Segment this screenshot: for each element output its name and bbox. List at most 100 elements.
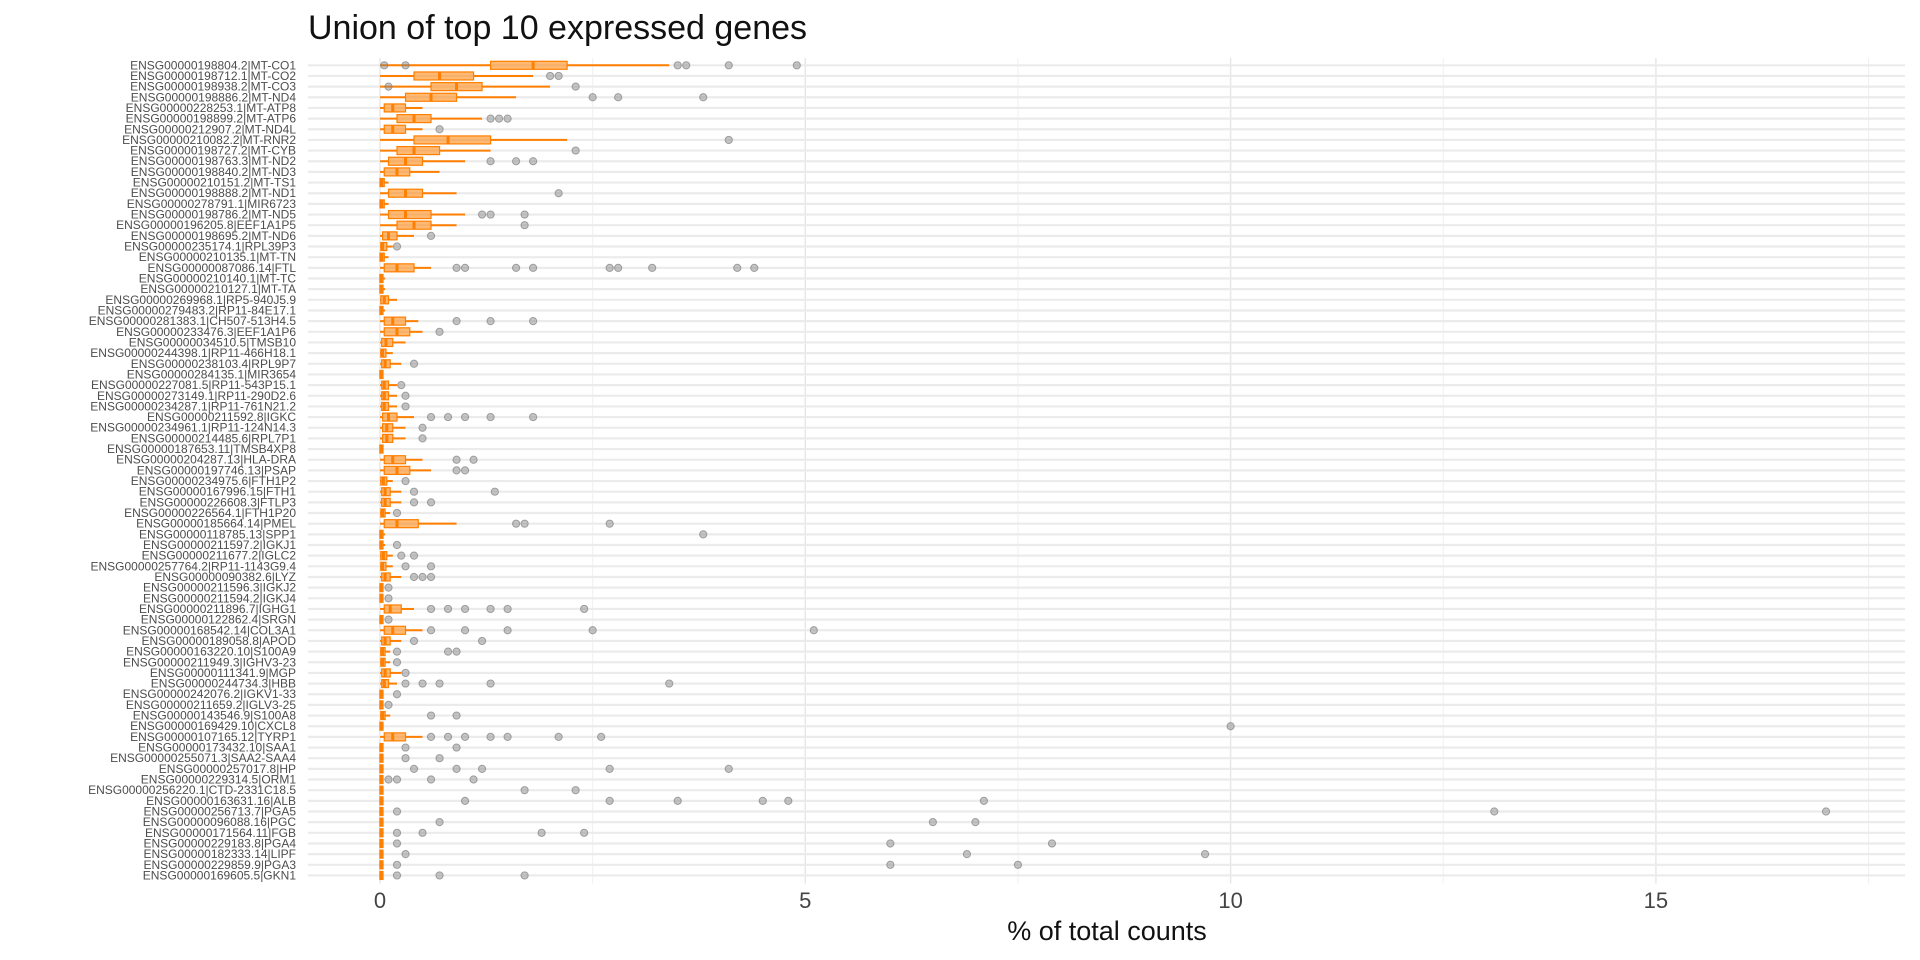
outlier-point: [392, 839, 402, 848]
outlier-point: [392, 775, 402, 784]
outlier-point: [1013, 860, 1023, 869]
box-iqr: [413, 135, 492, 145]
x-tick-label: 5: [799, 888, 811, 913]
y-tick-label: ENSG00000212907.2|MT-ND4L: [124, 122, 296, 136]
outlier-point: [750, 263, 759, 272]
outlier-point: [724, 135, 733, 145]
outlier-point: [503, 604, 512, 614]
outlier-point: [511, 263, 521, 272]
box-iqr: [383, 103, 407, 113]
box-iqr: [383, 124, 407, 134]
outlier-point: [520, 786, 529, 795]
y-tick-label: ENSG00000198840.2|MT-ND3: [131, 165, 297, 179]
y-tick-label: ENSG00000173432.10|SAA1: [138, 741, 296, 755]
outlier-point: [426, 775, 436, 784]
y-tick-label: ENSG00000169605.5|GKN1: [143, 868, 297, 882]
outlier-point: [452, 317, 461, 326]
outlier-point: [979, 796, 989, 805]
y-tick-label: ENSG00000234975.6|FTH1P2: [131, 474, 297, 488]
y-tick-label: ENSG00000255071.3|SAA2-SAA4: [110, 751, 296, 765]
y-tick-label: ENSG00000228253.1|MT-ATP8: [126, 101, 297, 115]
outlier-point: [426, 572, 436, 582]
outlier-point: [452, 263, 461, 272]
outlier-point: [443, 412, 453, 422]
outlier-point: [426, 562, 436, 571]
outlier-point: [392, 540, 402, 550]
outlier-point: [397, 381, 406, 390]
outlier-point: [397, 551, 406, 560]
outlier-point: [392, 658, 402, 667]
y-tick-label: ENSG00000168542.14|COL3A1: [123, 623, 297, 637]
y-tick-label: ENSG00000198727.2|MT-CYB: [130, 144, 296, 158]
outlier-point: [554, 732, 563, 741]
y-tick-label: ENSG00000198763.3|MT-ND2: [131, 154, 297, 168]
outlier-point: [1226, 722, 1235, 731]
outlier-point: [962, 850, 972, 859]
outlier-point: [392, 242, 402, 251]
outlier-point: [682, 61, 691, 70]
y-tick-label: ENSG00000214485.6|RPL7P1: [131, 431, 297, 445]
outlier-point: [384, 583, 393, 592]
outlier-point: [614, 263, 623, 272]
outlier-point: [529, 412, 538, 422]
outlier-point: [486, 679, 495, 688]
y-tick-label: ENSG00000210140.1|MT-TC: [139, 272, 297, 286]
outlier-point: [486, 412, 495, 422]
y-tick-label: ENSG00000198899.2|MT-ATP6: [126, 112, 297, 126]
outlier-point: [452, 647, 461, 656]
outlier-point: [597, 732, 606, 741]
outlier-point: [443, 732, 453, 741]
x-tick-label: 15: [1644, 888, 1668, 913]
outlier-point: [435, 327, 444, 336]
outlier-point: [452, 764, 461, 773]
y-tick-label: ENSG00000111341.9|MGP: [150, 666, 296, 680]
outlier-point: [452, 455, 461, 464]
outlier-point: [401, 476, 410, 486]
outlier-point: [401, 562, 410, 571]
y-tick-label: ENSG00000226564.1|FTH1P20: [124, 506, 296, 520]
box-iqr: [489, 60, 568, 70]
outlier-point: [426, 711, 436, 720]
box-iqr: [383, 263, 415, 273]
outlier-point: [520, 871, 529, 880]
outlier-point: [452, 466, 461, 475]
outlier-point: [511, 157, 521, 166]
outlier-point: [384, 615, 393, 624]
box-iqr: [383, 455, 407, 465]
outlier-point: [460, 263, 470, 272]
outlier-point: [426, 412, 436, 422]
y-tick-label: ENSG00000256220.1|CTD-2331C18.5: [88, 783, 296, 797]
outlier-point: [792, 61, 801, 70]
x-tick-labels: 0 5 10 15: [374, 888, 1668, 913]
outlier-point: [409, 572, 419, 582]
y-tick-label: ENSG00000234287.1|RP11-761N21.2: [90, 399, 296, 413]
outlier-point: [614, 93, 623, 102]
outlier-point: [1047, 839, 1057, 848]
outlier-point: [486, 732, 495, 741]
y-tick-label: ENSG00000210082.2|MT-RNR2: [122, 133, 296, 147]
outlier-point: [401, 668, 410, 678]
outlier-point: [392, 647, 402, 656]
x-axis-label: % of total counts: [1007, 916, 1207, 946]
y-tick-label: ENSG00000143546.9|S100A8: [133, 709, 297, 723]
outlier-point: [401, 402, 410, 411]
box-iqr: [387, 209, 432, 220]
outlier-point: [384, 594, 393, 603]
outlier-point: [486, 210, 495, 219]
outlier-point: [384, 775, 393, 784]
y-tick-label: ENSG00000211677.2|IGLC2: [142, 549, 297, 563]
outlier-point: [418, 572, 427, 582]
y-tick-label: ENSG00000211594.2|IGKJ4: [143, 591, 296, 605]
outlier-point: [809, 626, 818, 635]
outlier-point: [392, 807, 402, 816]
box-iqr: [383, 625, 407, 635]
y-tick-label: ENSG00000242076.2|IGKV1-33: [123, 687, 297, 701]
y-tick-label: ENSG00000198938.2|MT-CO3: [130, 80, 296, 94]
y-tick-label: ENSG00000211949.3|IGHV3-23: [123, 655, 296, 669]
outlier-point: [529, 157, 538, 166]
outlier-point: [588, 626, 597, 635]
outlier-point: [724, 764, 733, 773]
outlier-point: [511, 519, 521, 528]
outlier-point: [409, 636, 419, 646]
